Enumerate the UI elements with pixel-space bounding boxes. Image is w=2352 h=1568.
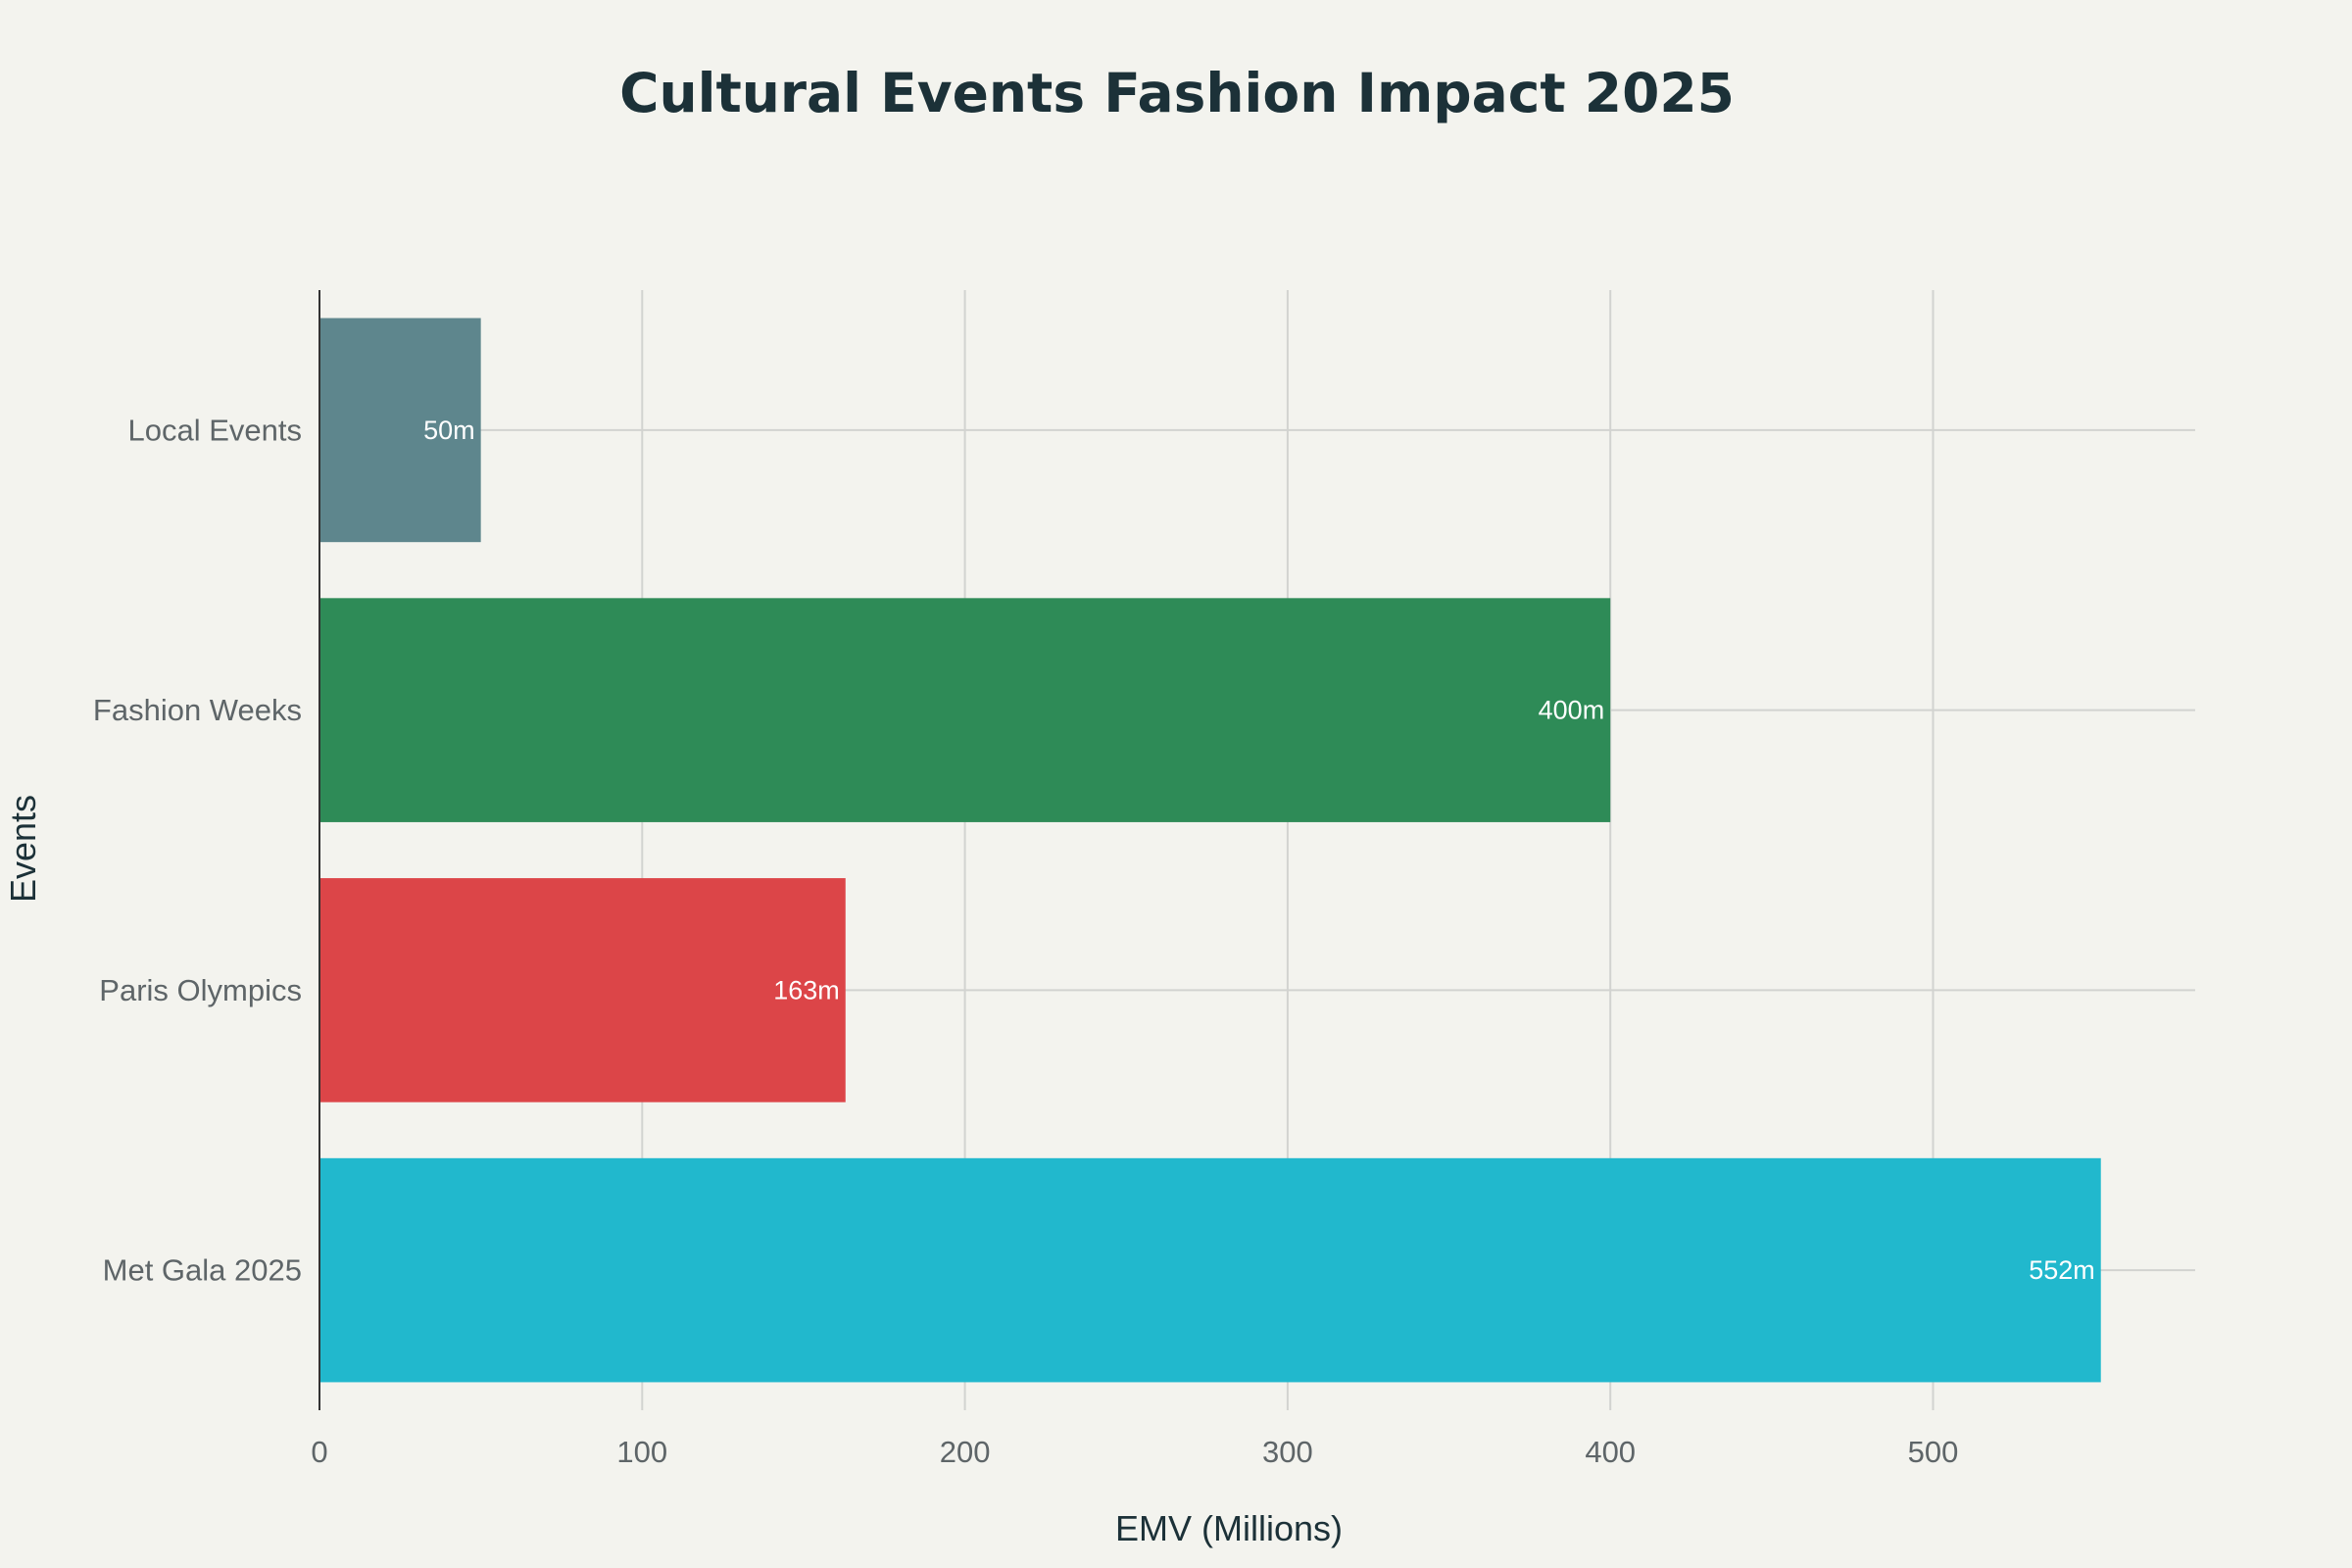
data-label-2: 400m bbox=[1539, 696, 1605, 725]
bars bbox=[319, 318, 2101, 1383]
y-tick-label-1: Paris Olympics bbox=[99, 973, 302, 1007]
bar-1 bbox=[319, 878, 846, 1102]
bar-3 bbox=[319, 318, 481, 543]
x-tick-label-2: 200 bbox=[940, 1435, 991, 1469]
x-tick-label-1: 100 bbox=[616, 1435, 667, 1469]
y-tick-labels: Met Gala 2025 Paris Olympics Fashion Weeks… bbox=[93, 413, 302, 1287]
y-axis-title: Events bbox=[3, 795, 43, 903]
data-label-0: 552m bbox=[2029, 1255, 2095, 1285]
x-tick-label-4: 400 bbox=[1585, 1435, 1636, 1469]
y-tick-label-0: Met Gala 2025 bbox=[103, 1253, 302, 1288]
x-tick-label-3: 300 bbox=[1262, 1435, 1313, 1469]
x-tick-labels: 0 100 200 300 400 500 bbox=[311, 1435, 1958, 1469]
x-tick-label-5: 500 bbox=[1908, 1435, 1959, 1469]
x-axis-title: EMV (Millions) bbox=[1115, 1508, 1343, 1548]
y-tick-label-3: Local Events bbox=[128, 413, 303, 447]
y-tick-label-2: Fashion Weeks bbox=[93, 693, 302, 727]
chart-title: Cultural Events Fashion Impact 2025 bbox=[619, 62, 1735, 124]
data-labels: 552m 163m 400m 50m bbox=[423, 416, 2095, 1285]
bar-2 bbox=[319, 598, 1611, 822]
bar-0 bbox=[319, 1157, 2101, 1383]
x-tick-label-0: 0 bbox=[311, 1435, 327, 1469]
data-label-3: 50m bbox=[423, 416, 475, 445]
data-label-1: 163m bbox=[773, 975, 840, 1004]
